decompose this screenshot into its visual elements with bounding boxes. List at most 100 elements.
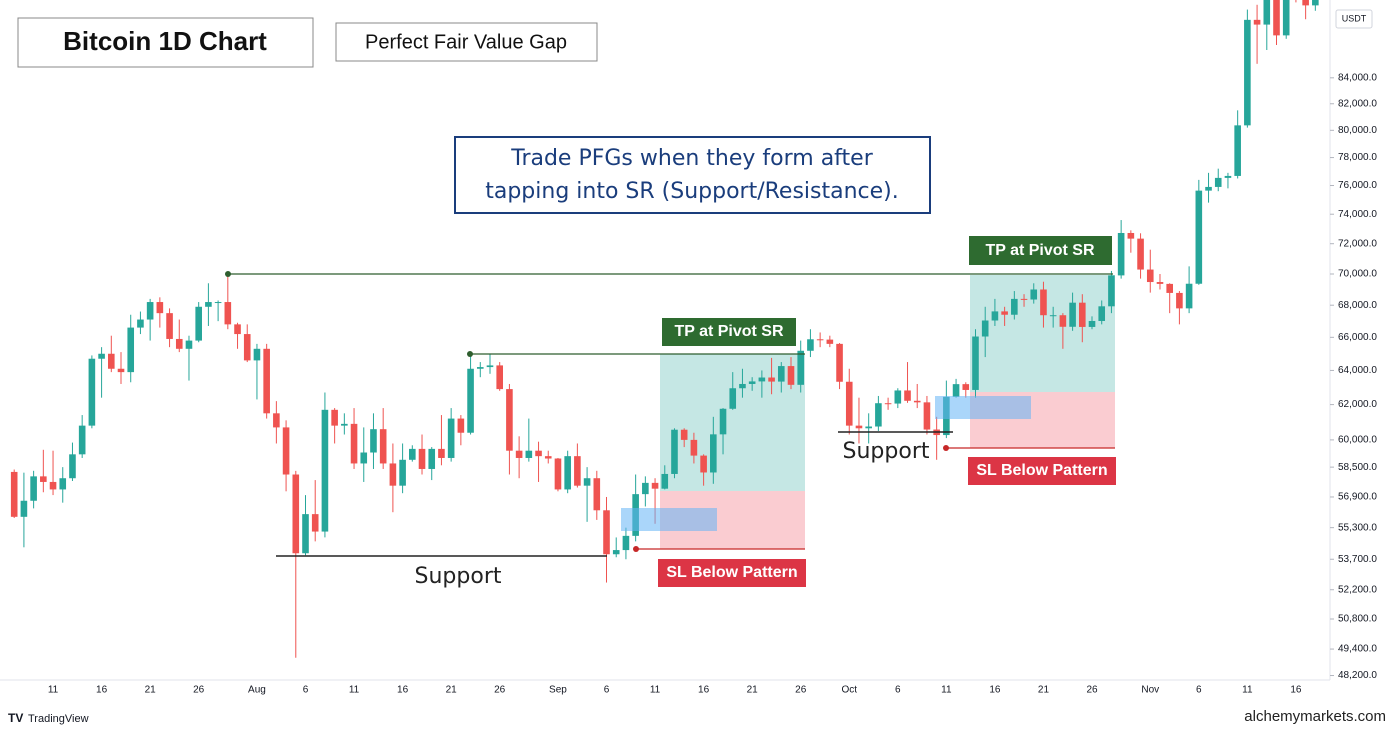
y-tick-label: 56,900.0 [1338,492,1377,503]
candle-body [1234,125,1241,176]
candle-body [224,302,232,325]
candle-body [20,500,28,517]
y-tick-label: 58,500.0 [1338,462,1377,473]
x-tick-label: Nov [1141,685,1159,696]
candle-body [729,388,737,409]
candle-body [350,423,358,464]
candle-body [700,455,707,473]
candle-body [1156,282,1164,284]
candle-body [651,482,659,489]
sl-dot [633,546,639,552]
candle-body [845,381,853,426]
candle-body [836,343,843,382]
candle-body [1030,289,1038,300]
candle-body [156,302,164,314]
candle-body [370,429,377,453]
candle-body [1108,275,1115,307]
callout: Trade PFGs when they form after [510,146,873,171]
candle-body [748,381,756,384]
candle-body [787,366,795,385]
candle-body [253,348,261,361]
candle-body [273,413,280,428]
candle-body [1146,269,1154,283]
labels: Bitcoin 1D Chart Perfect Fair Value Gap … [8,9,1386,725]
candle-body [1088,320,1096,327]
candle-body [457,418,465,433]
x-tick-label: 21 [747,685,759,696]
tp-label-box [969,236,1112,265]
candle-body [30,476,37,501]
candle-body [1011,298,1018,315]
sl-label-box [968,457,1116,485]
callout-box [454,136,931,214]
candle-body [1214,177,1222,187]
candle-body [913,400,921,403]
candle-body [962,384,970,390]
candle-body [603,510,610,555]
candle-body [88,358,96,426]
candle-body [739,383,746,389]
candle-body [1176,292,1183,309]
candle-body [710,434,717,473]
y-tick-label: 70,000.0 [1338,269,1377,280]
x-tick-label: 6 [604,685,610,696]
x-tick-label: 16 [96,685,108,696]
x-tick-label: 26 [193,685,205,696]
candle-body [1263,0,1271,25]
candle-body [137,319,144,328]
candle-body [1098,306,1106,321]
currency: USDT [1342,13,1367,23]
y-tick-label: 68,000.0 [1338,300,1377,311]
sl-label-box [658,559,806,587]
x-tick-label: 11 [941,685,952,696]
y-tick-label: 64,000.0 [1338,365,1377,376]
sl-label: SL Below Pattern [666,564,797,581]
candle-body [1001,311,1008,315]
candle-body [175,338,183,349]
x-tick-label: 26 [494,685,506,696]
tp-label: TP at Pivot SR [674,323,784,340]
candle-body [1302,0,1309,6]
candle-body [40,476,47,482]
x-tick-label: 16 [989,685,1001,696]
candle-body [680,429,688,440]
candle-body [816,339,824,341]
x-tick-label: 26 [795,685,807,696]
source: TradingView [28,713,89,725]
sl-dot [943,445,949,451]
x-tick-label: 6 [303,685,309,696]
candle-body [389,463,397,486]
tp-label-box [662,318,796,346]
candle-body [1117,232,1125,276]
candle-body [1244,19,1251,126]
candle-body [593,478,601,511]
chart-title: Bitcoin 1D Chart [63,26,267,56]
candle-body [904,390,911,401]
x-tick-label: 11 [1242,685,1253,696]
candle-body [1253,19,1261,25]
candle-body [234,324,241,335]
fvg-box [621,508,717,531]
y-tick-label: 74,000.0 [1338,209,1377,220]
support-label: Support [415,564,502,589]
pivot-dot [225,271,231,277]
x-tick-label: Aug [248,685,266,696]
candle-body [214,302,222,304]
candle-body [10,471,18,517]
y-tick-label: 78,000.0 [1338,152,1377,163]
candle-body [1049,315,1057,317]
y-tick-label: 72,000.0 [1338,238,1377,249]
candle-body [719,408,727,435]
x-tick-label: 6 [895,685,901,696]
candle-body [1205,186,1212,191]
y-tick-label: 84,000.0 [1338,72,1377,83]
candle-body [875,403,882,427]
candle-body [855,425,863,429]
candle-body [1224,175,1232,178]
candle-body [525,450,533,458]
candles [10,0,1319,658]
candle-body [146,302,154,320]
candle-body [1079,302,1086,327]
x-tick-label: 16 [698,685,710,696]
